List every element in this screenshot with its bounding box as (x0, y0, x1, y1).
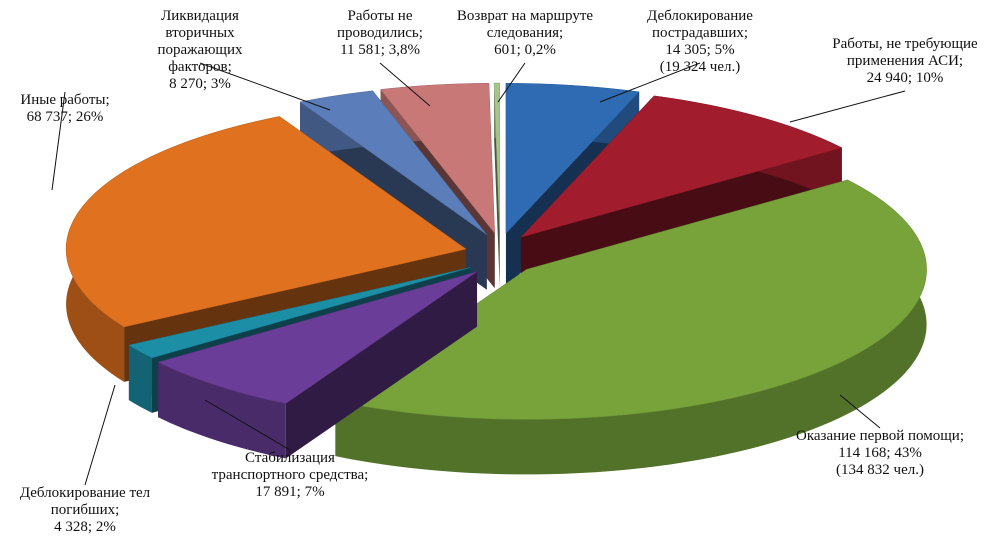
slice (157, 271, 478, 404)
leader-line (204, 399, 291, 451)
leader-line (599, 62, 701, 103)
value-label: 24 940; (866, 70, 913, 86)
percent-label: 5% (714, 42, 735, 58)
leader-line (789, 90, 906, 123)
data-label: Работы не проводились; 11 581; 3,8% (315, 8, 445, 59)
data-label: Деблокирование пострадавших; 14 305; 5% (1… (615, 8, 785, 76)
value-label: 68 737; (26, 109, 73, 125)
data-label: Деблокирование тел погибших; 4 328; 2% (0, 485, 173, 536)
percent-label: 0,2% (524, 42, 556, 58)
data-label: Стабилизация транспортного средства; 17 8… (205, 450, 375, 501)
value-label: 14 305; (665, 42, 711, 58)
percent-label: 10% (915, 70, 944, 86)
slice (493, 82, 500, 234)
slice (65, 116, 467, 328)
leader-line (199, 62, 331, 111)
people-label: (134 832 чел.) (836, 462, 924, 478)
category-label: Деблокирование пострадавших; (647, 8, 753, 41)
category-label: Иные работы; (20, 92, 110, 108)
data-label: Работы, не требующие применения АСИ; 24 9… (805, 36, 1003, 87)
slice (380, 83, 495, 235)
data-label: Оказание первой помощи; 114 168; 43% (134 … (795, 428, 965, 479)
percent-label: 3% (210, 76, 231, 92)
category-label: Оказание первой помощи; (795, 428, 965, 444)
percent-label: 26% (75, 109, 104, 125)
leader-line (84, 384, 116, 486)
value-label: 11 581; (340, 42, 385, 58)
category-label: Возврат на маршруте следования; (456, 8, 594, 41)
slice (505, 83, 640, 234)
percent-label: 43% (894, 445, 922, 461)
value-label: 17 891; (255, 484, 301, 500)
category-label: Ликвидация вторичных поражающих факторов… (157, 8, 243, 75)
value-label: 601; (494, 42, 521, 58)
slice-side (128, 345, 152, 413)
percent-label: 3,8% (388, 42, 420, 58)
slice (128, 267, 471, 359)
leader-line (839, 394, 881, 429)
category-label: Деблокирование тел погибших; (19, 485, 151, 518)
slice-side (335, 179, 927, 475)
leader-line (51, 91, 66, 191)
category-label: Работы не проводились; (337, 8, 423, 41)
value-label: 8 270; (169, 76, 208, 92)
leader-line (497, 62, 526, 103)
value-label: 114 168; (838, 445, 891, 461)
value-label: 4 328; (54, 519, 93, 535)
category-label: Стабилизация транспортного средства; (211, 450, 369, 483)
percent-label: 7% (304, 484, 325, 500)
data-label: Иные работы; 68 737; 26% (0, 92, 130, 126)
slice (520, 95, 843, 238)
category-label: Работы, не требующие применения АСИ; (832, 36, 978, 69)
slice (334, 179, 927, 420)
data-label: Ликвидация вторичных поражающих факторов… (125, 8, 275, 93)
data-label: Возврат на маршруте следования; 601; 0,2% (440, 8, 610, 59)
people-label: (19 324 чел.) (659, 59, 741, 75)
percent-label: 2% (95, 519, 116, 535)
leader-line (379, 62, 431, 107)
